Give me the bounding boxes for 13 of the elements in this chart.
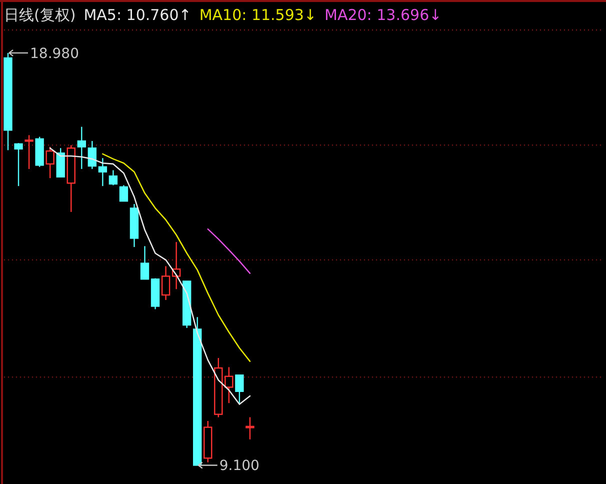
annotation: 18.980 [30, 46, 79, 62]
candlestick [77, 126, 86, 170]
candlestick [161, 266, 170, 301]
candlestick [88, 140, 97, 170]
candlestick [98, 158, 108, 187]
text: MA20: 13.696↓ [324, 6, 442, 24]
annotation: 9.100 [219, 458, 260, 474]
candlestick [246, 416, 254, 440]
candlestick [130, 203, 139, 248]
candlestick [224, 366, 234, 404]
chart-title: 日线(复权) [4, 6, 76, 24]
text: MA10: 11.593↓ [199, 6, 317, 24]
text: MA5: 10.760↑ [84, 6, 192, 24]
